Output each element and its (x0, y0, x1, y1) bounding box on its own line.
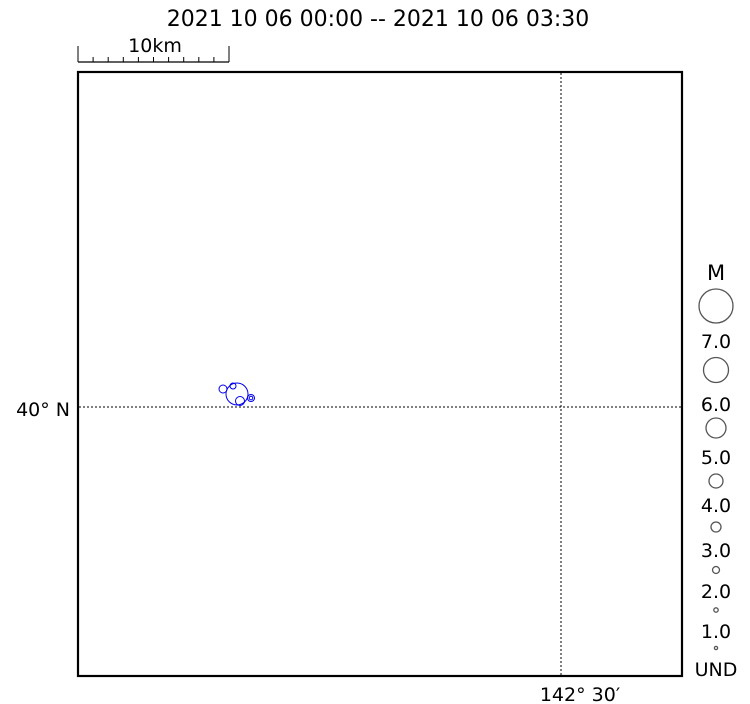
legend-label: 3.0 (701, 540, 731, 562)
scale-bar-label: 10km (128, 35, 182, 57)
event-marker (218, 384, 228, 394)
legend-circle (713, 607, 719, 613)
map-frame (76, 70, 684, 678)
legend-label: 2.0 (701, 581, 731, 603)
legend-circle (711, 565, 721, 575)
event-marker (248, 395, 254, 401)
legend-circle (708, 473, 724, 489)
event-marker (229, 382, 237, 390)
event-cluster (218, 382, 255, 406)
scale-bar: 10km (77, 35, 230, 63)
legend-circle (713, 645, 719, 651)
legend-label: 6.0 (701, 394, 731, 416)
legend-label: 4.0 (701, 495, 731, 517)
legend-circle (702, 356, 730, 384)
longitude-label: 142° 30′ (540, 684, 620, 704)
magnitude-legend: M 7.0 6.0 5.0 4.0 3.0 2.0 1.0 UND (695, 261, 738, 681)
legend-label: 7.0 (701, 331, 731, 353)
legend-circle (698, 288, 734, 324)
map-title: 2021 10 06 00:00 -- 2021 10 06 03:30 (167, 7, 590, 32)
legend-label: 1.0 (701, 621, 731, 643)
legend-circle (705, 417, 727, 439)
legend-circle (710, 521, 722, 533)
legend-title: M (707, 261, 725, 285)
legend-label: UND (695, 659, 738, 681)
event-marker (247, 394, 255, 402)
latitude-label: 40° N (16, 399, 70, 421)
event-marker (235, 396, 245, 406)
legend-label: 5.0 (701, 447, 731, 469)
scale-bar-ticks (77, 46, 230, 62)
